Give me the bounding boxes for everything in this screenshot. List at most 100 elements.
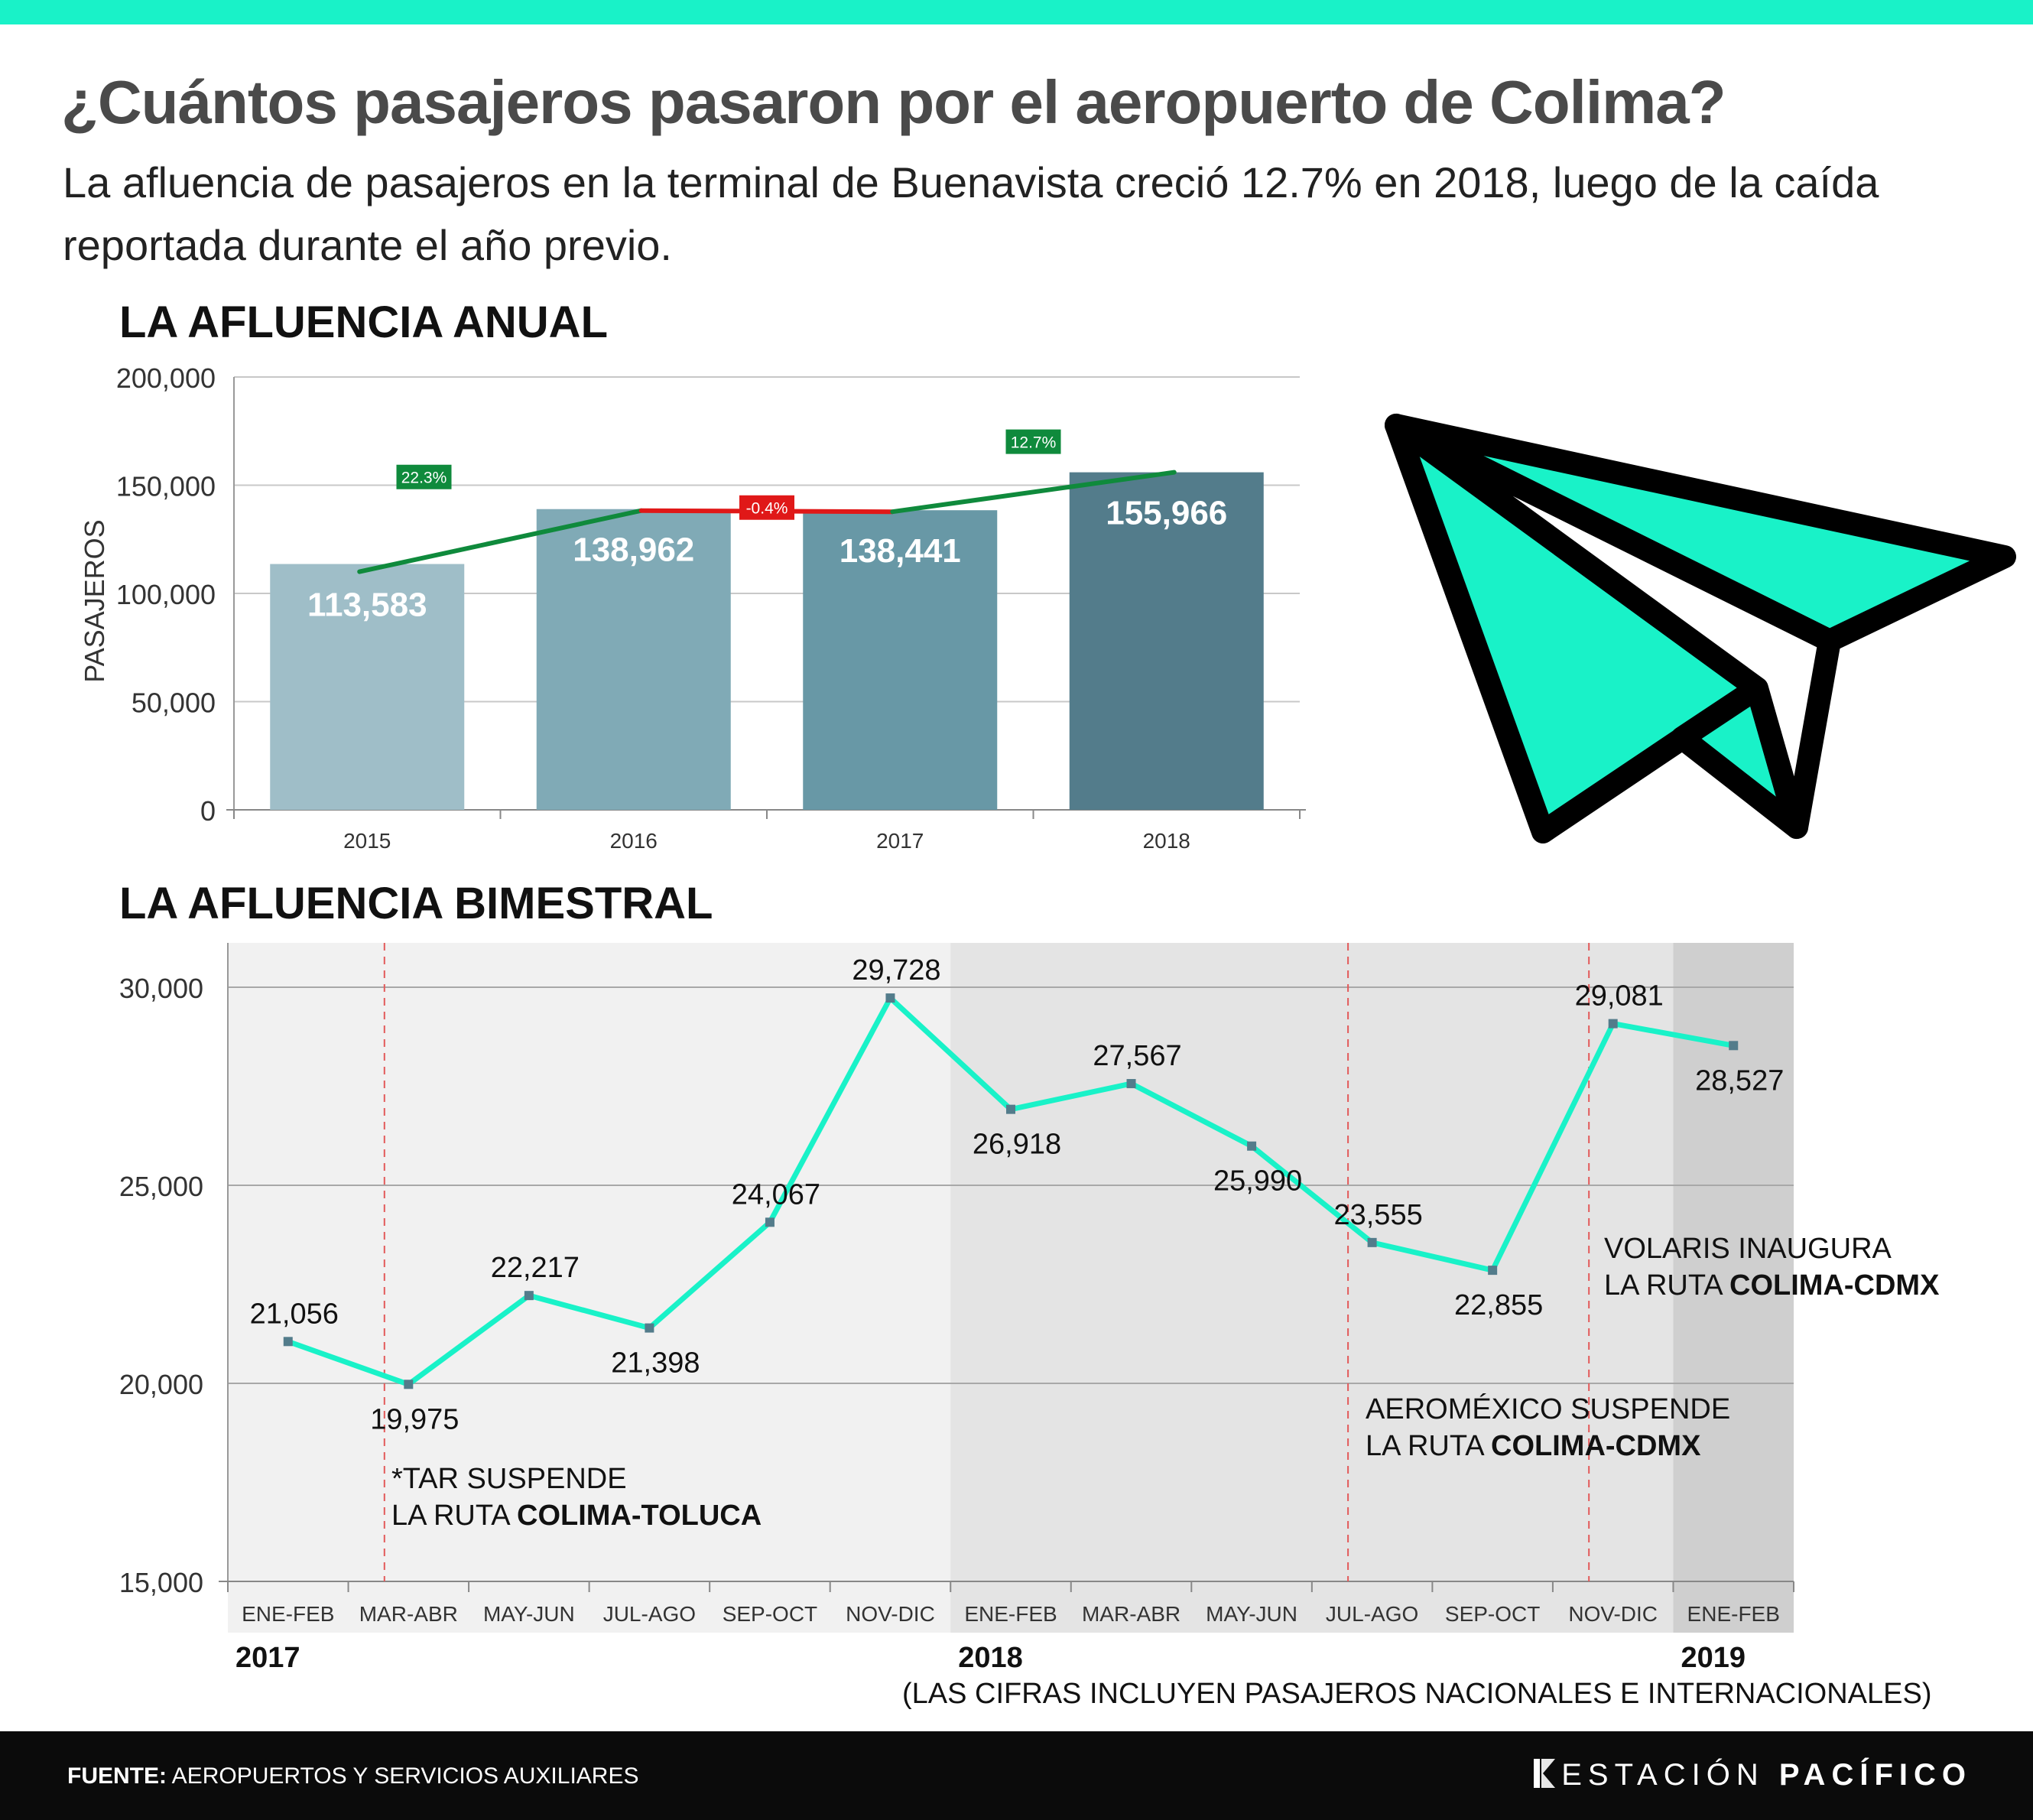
data-point [1488, 1266, 1498, 1276]
data-label: 29,728 [852, 954, 940, 986]
y-tick-label: 150,000 [116, 471, 216, 502]
data-point [1367, 1237, 1377, 1247]
data-point [404, 1380, 414, 1389]
paper-plane-icon [1385, 414, 2016, 843]
x-tick-label: JUL-AGO [603, 1602, 696, 1626]
x-tick-label: 2017 [876, 829, 924, 853]
annotation-line2: LA RUTA COLIMA-TOLUCA [391, 1500, 762, 1532]
change-badge [739, 495, 794, 520]
data-point [283, 1337, 293, 1347]
brand-name-light: ESTACIÓN [1561, 1758, 1779, 1792]
data-label: 22,217 [491, 1252, 580, 1284]
chart-note: (LAS CIFRAS INCLUYEN PASAJEROS NACIONALE… [902, 1678, 1932, 1710]
annual-chart-title: LA AFLUENCIA ANUAL [119, 297, 608, 347]
data-label: 23,555 [1333, 1199, 1422, 1231]
estacion-pacifico-logo [1534, 1759, 1556, 1788]
source-label: FUENTE: [67, 1763, 167, 1789]
bar-2017 [803, 510, 998, 810]
y-tick-label: 15,000 [119, 1567, 203, 1598]
source-text: FUENTE: AEROPUERTOS Y SERVICIOS AUXILIAR… [67, 1763, 638, 1789]
annotation-line2: LA RUTA COLIMA-CDMX [1604, 1269, 1940, 1302]
annotation-route: COLIMA-CDMX [1729, 1269, 1940, 1302]
y-tick-label: 200,000 [116, 362, 216, 394]
y-tick-label: 50,000 [132, 687, 216, 719]
x-tick-label: NOV-DIC [1568, 1602, 1658, 1626]
change-label: 22.3% [401, 470, 447, 487]
bar-2015 [270, 564, 465, 810]
annotation-route: COLIMA-CDMX [1491, 1430, 1701, 1462]
change-line [357, 508, 644, 574]
data-label: 29,081 [1575, 980, 1664, 1012]
annotation-prefix: LA RUTA [391, 1500, 517, 1532]
x-tick-label: MAR-ABR [1082, 1602, 1181, 1626]
annotation-prefix: LA RUTA [1366, 1430, 1491, 1462]
data-point [885, 993, 895, 1003]
y-tick-label: 0 [200, 795, 216, 827]
x-tick-label: SEP-OCT [723, 1602, 817, 1626]
data-label: 19,975 [370, 1403, 459, 1435]
annotation-line2: LA RUTA COLIMA-CDMX [1366, 1430, 1701, 1462]
data-label: 22,855 [1454, 1289, 1543, 1321]
y-tick-label: 100,000 [116, 579, 216, 610]
data-label: 27,567 [1093, 1040, 1181, 1072]
data-point [524, 1291, 534, 1301]
source-value: AEROPUERTOS Y SERVICIOS AUXILIARES [167, 1763, 639, 1789]
x-tick-label: SEP-OCT [1445, 1602, 1540, 1626]
panel-2019 [1673, 943, 1794, 1633]
annual-bar-chart: 0 50,000 100,000 150,000 200,000 PASAJEROS 113… [79, 362, 1306, 853]
change-badge [1005, 429, 1061, 454]
panel-2018 [950, 943, 1674, 1633]
x-tick-label: ENE-FEB [1687, 1602, 1780, 1626]
data-label: 21,056 [250, 1298, 339, 1330]
x-tick-label: JUL-AGO [1326, 1602, 1418, 1626]
data-point [1006, 1104, 1015, 1114]
annotation-line1: AEROMÉXICO SUSPENDE [1366, 1393, 1730, 1425]
annotation-line1: *TAR SUSPENDE [391, 1463, 627, 1495]
x-tick-label: 2018 [1143, 829, 1190, 853]
data-label: 26,918 [973, 1129, 1061, 1161]
data-label: 25,990 [1213, 1165, 1302, 1198]
y-tick-label: 30,000 [119, 973, 203, 1004]
bar-value-label: 138,962 [573, 531, 694, 569]
change-line [890, 470, 1177, 515]
data-point [1126, 1079, 1136, 1089]
page-subtitle: La afluencia de pasajeros en la terminal… [63, 158, 1879, 269]
x-tick-label: 2016 [610, 829, 658, 853]
year-label: 2019 [1681, 1642, 1746, 1674]
data-point [645, 1323, 654, 1333]
bar-2018 [1069, 472, 1264, 810]
x-tick-label: ENE-FEB [964, 1602, 1057, 1626]
bar-2016 [536, 509, 731, 810]
x-tick-label: ENE-FEB [242, 1602, 334, 1626]
data-point [765, 1217, 775, 1227]
change-label: -0.4% [746, 500, 788, 518]
data-label: 24,067 [732, 1178, 820, 1211]
x-tick-label: MAR-ABR [359, 1602, 458, 1626]
bimonthly-line-chart: 15,000 20,000 25,000 30,000 21,056 ENE-FEB 19,… [119, 943, 1940, 1674]
x-tick-label: 2015 [343, 829, 391, 853]
bar-value-label: 113,583 [307, 587, 427, 624]
y-tick-label: 25,000 [119, 1171, 203, 1202]
data-point [1729, 1041, 1739, 1051]
year-label: 2017 [235, 1642, 300, 1674]
change-badge [396, 464, 452, 489]
data-label: 28,527 [1695, 1064, 1784, 1097]
y-tick-label: 20,000 [119, 1369, 203, 1400]
brand-logo: ESTACIÓN PACÍFICO [1532, 1757, 1972, 1792]
brand-name-bold: PACÍFICO [1778, 1758, 1972, 1792]
annotation-line1: VOLARIS INAUGURA [1604, 1233, 1892, 1265]
data-label: 21,398 [611, 1347, 700, 1380]
panel-2017 [228, 943, 951, 1633]
change-label: 12.7% [1011, 434, 1057, 452]
data-point [1247, 1141, 1257, 1151]
annotation-prefix: LA RUTA [1604, 1269, 1729, 1302]
x-tick-label: MAY-JUN [483, 1602, 575, 1626]
y-axis-label: PASAJEROS [79, 519, 110, 682]
bar-value-label: 138,441 [840, 532, 961, 570]
x-tick-label: NOV-DIC [846, 1602, 935, 1626]
page-title: ¿Cuántos pasajeros pasaron por el aeropu… [61, 68, 1726, 136]
data-point [1608, 1019, 1618, 1029]
footer: FUENTE: AEROPUERTOS Y SERVICIOS AUXILIAR… [0, 1731, 2033, 1820]
annotation-route: COLIMA-TOLUCA [517, 1500, 762, 1532]
bar-value-label: 155,966 [1106, 495, 1227, 532]
